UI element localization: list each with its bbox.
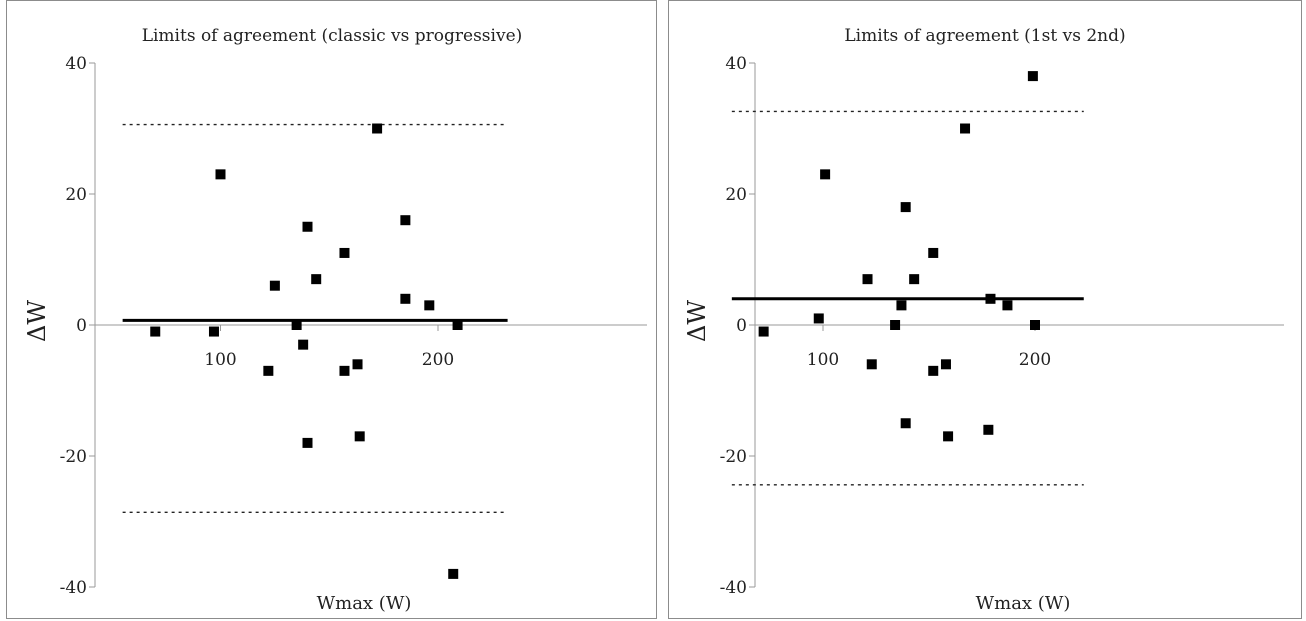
x-axis-label: Wmax (W) (976, 593, 1071, 614)
data-point (928, 247, 939, 258)
data-point (909, 274, 920, 285)
data-point (985, 293, 996, 304)
data-point (866, 359, 877, 370)
data-point (263, 365, 274, 376)
y-tick-label: 40 (65, 54, 87, 74)
data-point (298, 339, 309, 350)
data-point (758, 326, 769, 337)
data-point (352, 359, 363, 370)
y-tick-label: 40 (725, 54, 747, 74)
y-tick-label: -20 (60, 447, 87, 467)
data-point (150, 326, 161, 337)
data-point (269, 280, 280, 291)
chart-left: Limits of agreement (classic vs progress… (23, 26, 647, 614)
data-point (983, 424, 994, 435)
data-point (339, 365, 350, 376)
data-point (890, 320, 901, 330)
data-point (400, 293, 411, 304)
data-point (354, 431, 365, 442)
data-point (1027, 71, 1038, 82)
data-point (940, 359, 951, 370)
data-point (928, 365, 939, 376)
y-tick-label: -40 (720, 578, 747, 598)
x-axis-label: Wmax (W) (317, 593, 412, 614)
y-tick-label: -40 (60, 578, 87, 598)
data-point (862, 274, 873, 285)
data-point (291, 320, 302, 330)
data-point (900, 202, 911, 213)
data-point (820, 169, 831, 180)
data-point (900, 418, 911, 429)
data-point (452, 320, 463, 330)
y-tick-label: 0 (736, 316, 747, 336)
data-point (1030, 320, 1040, 330)
data-point (339, 247, 350, 258)
chart-panel-left: Limits of agreement (classic vs progress… (6, 0, 657, 619)
data-point (813, 313, 824, 324)
data-point (208, 326, 219, 337)
chart-panel-right: Limits of agreement (1st vs 2nd) 40 20 0 -20… (668, 0, 1302, 619)
data-point (1002, 300, 1013, 311)
data-point (943, 431, 954, 442)
data-point (896, 300, 907, 311)
y-tick-label: 20 (725, 185, 747, 205)
y-tick-label: -20 (720, 447, 747, 467)
x-tick-label: 100 (204, 350, 236, 370)
data-point (424, 300, 435, 311)
data-point (215, 169, 226, 180)
x-tick-label: 100 (807, 350, 839, 370)
data-point (372, 123, 383, 134)
chart-right: Limits of agreement (1st vs 2nd)40200-20… (683, 26, 1284, 614)
x-tick-label: 200 (1019, 350, 1051, 370)
data-point (960, 123, 971, 134)
chart-title: Limits of agreement (classic vs progress… (142, 26, 523, 46)
y-axis-label: ΔW (23, 300, 51, 342)
data-point (400, 215, 411, 226)
y-tick-label: 0 (76, 316, 87, 336)
x-tick-label: 200 (422, 350, 454, 370)
data-point (448, 568, 459, 579)
y-axis-label: ΔW (683, 300, 711, 342)
data-point (302, 221, 313, 232)
data-point (302, 437, 313, 448)
y-tick-label: 20 (65, 185, 87, 205)
chart-title: Limits of agreement (1st vs 2nd) (844, 26, 1125, 46)
data-point (311, 274, 322, 285)
